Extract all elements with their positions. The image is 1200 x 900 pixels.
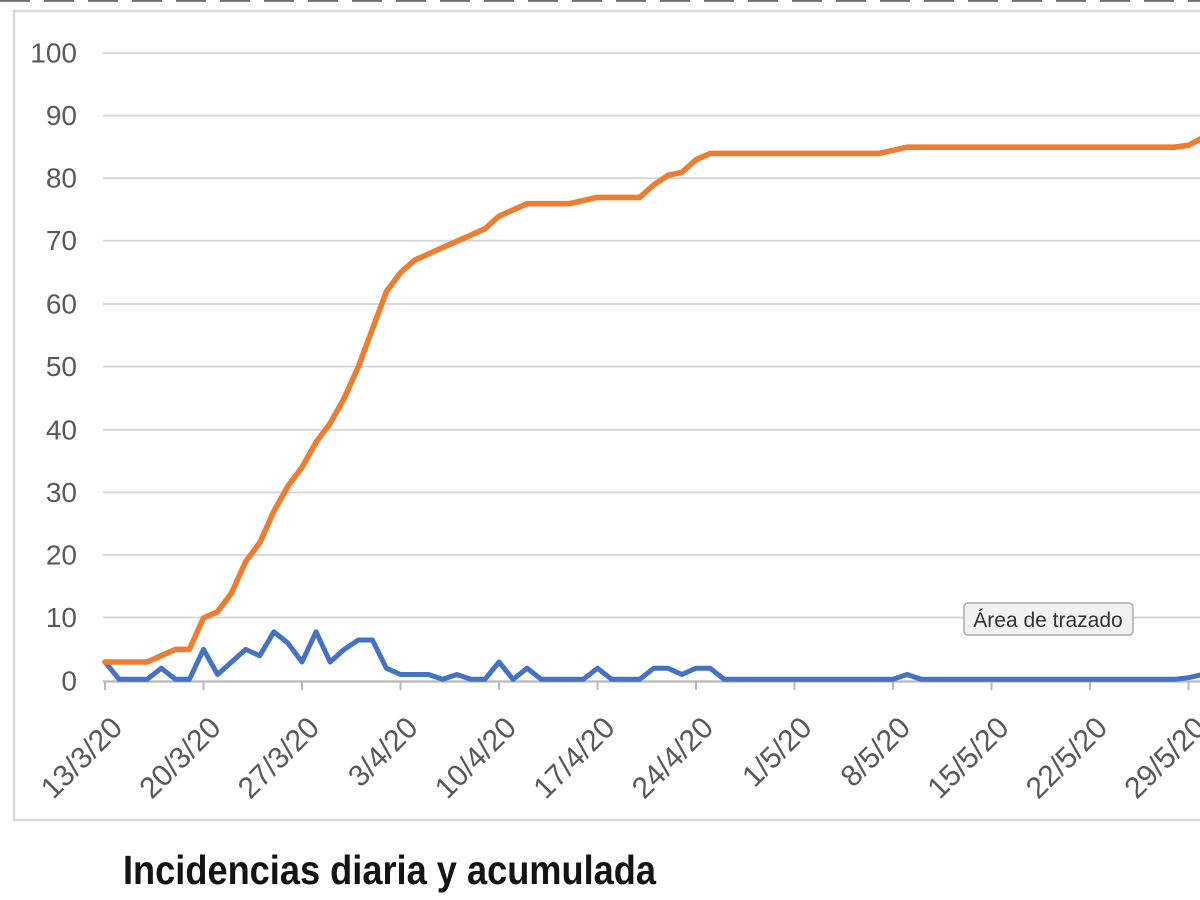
svg-text:0: 0 <box>61 665 77 696</box>
svg-text:30: 30 <box>46 477 77 508</box>
svg-text:10: 10 <box>46 602 77 633</box>
svg-text:70: 70 <box>46 225 77 256</box>
svg-text:Incidencias diaria y acumulada: Incidencias diaria y acumulada <box>123 847 657 893</box>
svg-text:60: 60 <box>46 289 77 320</box>
svg-text:20: 20 <box>46 540 77 571</box>
svg-text:Área de trazado: Área de trazado <box>973 609 1122 632</box>
svg-text:50: 50 <box>46 351 77 382</box>
svg-text:80: 80 <box>46 163 77 194</box>
svg-text:100: 100 <box>30 38 77 69</box>
svg-text:40: 40 <box>46 414 77 445</box>
svg-text:90: 90 <box>46 100 77 131</box>
